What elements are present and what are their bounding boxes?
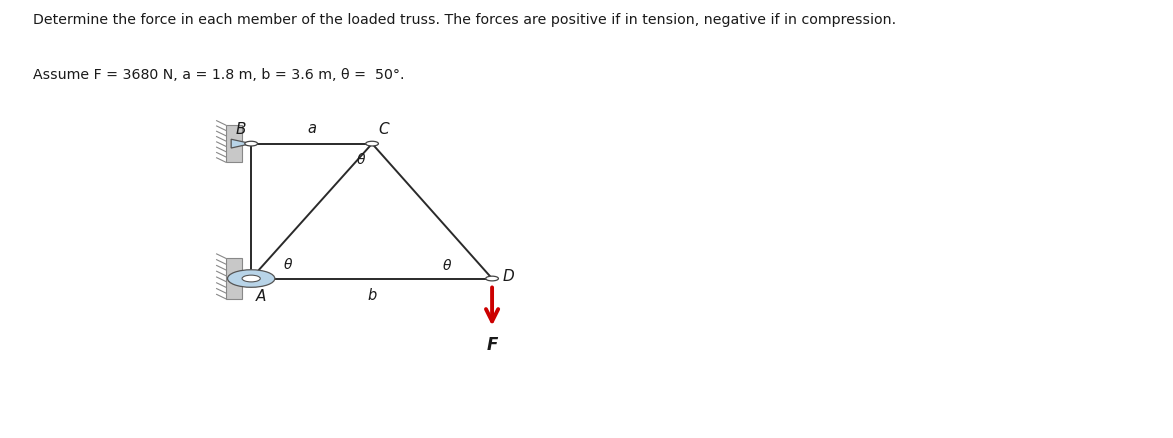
Circle shape — [486, 276, 499, 281]
Text: B: B — [236, 122, 245, 137]
Text: θ: θ — [284, 258, 292, 272]
Circle shape — [245, 141, 258, 146]
Circle shape — [228, 270, 274, 287]
Text: θ: θ — [442, 259, 450, 273]
Text: D: D — [503, 269, 515, 284]
Text: b: b — [367, 288, 377, 303]
Text: A: A — [256, 289, 266, 304]
Circle shape — [366, 141, 379, 146]
Text: C: C — [379, 122, 389, 137]
Polygon shape — [231, 139, 251, 148]
Text: Determine the force in each member of the loaded truss. The forces are positive : Determine the force in each member of th… — [33, 13, 896, 27]
FancyBboxPatch shape — [225, 125, 242, 162]
Circle shape — [242, 275, 260, 282]
Text: F: F — [487, 336, 497, 354]
FancyBboxPatch shape — [225, 258, 242, 299]
Text: θ: θ — [357, 153, 366, 167]
Text: Assume F = 3680 N, a = 1.8 m, b = 3.6 m, θ =  50°.: Assume F = 3680 N, a = 1.8 m, b = 3.6 m,… — [33, 68, 405, 82]
Text: a: a — [307, 121, 316, 136]
